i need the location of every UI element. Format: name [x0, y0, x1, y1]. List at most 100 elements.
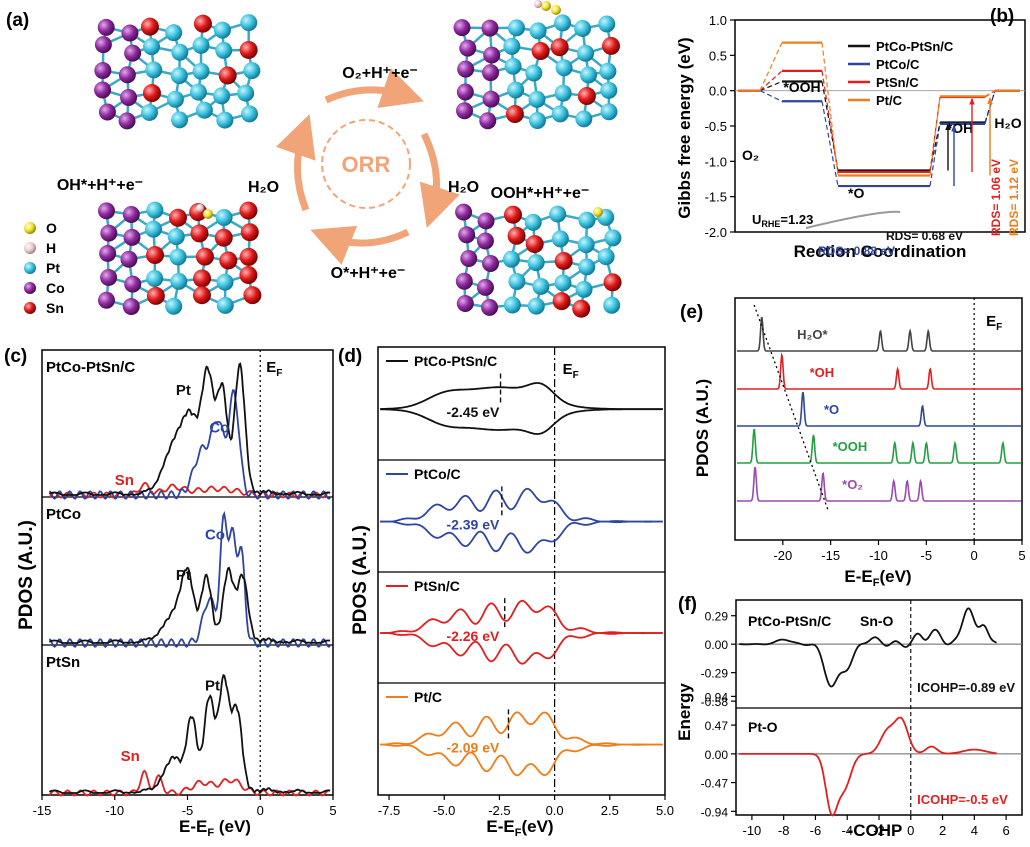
- f-x-tick-label: 2: [939, 823, 946, 838]
- pt-atom: [216, 111, 234, 129]
- sn-atom: [504, 205, 523, 224]
- d-subpanel-title: PtCo/C: [414, 466, 461, 482]
- d-fermi-sub: F: [573, 370, 579, 381]
- panel-c-xlabel: E-EF (eV): [179, 817, 251, 839]
- b-connector: [759, 70, 783, 92]
- co-atom: [481, 19, 499, 37]
- co-legend-label: Co: [46, 280, 65, 296]
- co-atom: [120, 250, 138, 268]
- e-x-tick-label: -20: [773, 548, 792, 563]
- cluster: [97, 201, 262, 316]
- f-ytick-label: 0.00: [705, 748, 729, 762]
- e-x-tick-label: -10: [869, 548, 888, 563]
- sn-atom: [193, 14, 212, 33]
- h-adsorbate: [534, 0, 542, 8]
- b-urhe: URHE=1.23: [752, 212, 813, 229]
- d-subpanel-3: Pt/C -2.09 eV: [380, 689, 663, 777]
- e-series-label: *O: [824, 402, 839, 417]
- panel-b-xlabel: Rection Coordination: [794, 242, 967, 261]
- sn-atom: [603, 273, 622, 292]
- panel-c-label: (c): [4, 346, 27, 367]
- co-atom: [483, 46, 501, 64]
- pt-atom: [169, 248, 187, 266]
- sn-atom: [145, 246, 164, 265]
- b-ytick-label: -1.5: [705, 190, 727, 205]
- d-frame: [377, 346, 666, 796]
- b-series-3: [738, 41, 1020, 177]
- sn-atom: [146, 286, 165, 305]
- e-series-label: *OH: [810, 365, 835, 380]
- pt-legend-dot: [24, 262, 36, 274]
- panel-a-label: (a): [6, 10, 29, 31]
- pt-atom: [578, 258, 596, 276]
- e-series-3: *OOH: [736, 428, 1021, 464]
- c-x-tick-label: -10: [105, 803, 124, 818]
- d-subpanel-2: PtSn/C -2.26 eV: [380, 578, 663, 665]
- sn-atom: [507, 226, 526, 245]
- c-co-curve: [48, 389, 331, 500]
- c-x-tick-label: -15: [33, 803, 52, 818]
- pt-atom: [503, 37, 521, 55]
- pt-atom: [215, 41, 233, 59]
- f-bond-label: Sn-O: [860, 613, 894, 629]
- panel-e-plot: EF H₂O* *OH *O *OOH *O₂ -20 -15 -10 -5 0 5: [734, 297, 1026, 563]
- o-adsorbate: [593, 207, 603, 217]
- co-atom: [100, 224, 118, 242]
- pt-atom: [529, 22, 547, 40]
- pt-atom: [598, 15, 616, 33]
- co-atom: [120, 89, 138, 107]
- d-down-curve: [380, 520, 663, 554]
- panel-c-ylabel: PDOS (A.U.): [16, 520, 37, 630]
- pt-atom: [166, 90, 184, 108]
- f-subpanel-0: 0.29 0.00 -0.29 -0.58 PtCo-PtSn/C Sn-O ICOHP=-…: [701, 607, 1022, 709]
- co-atom: [97, 291, 115, 309]
- pt-atom: [527, 254, 545, 272]
- panel-b-ylabel: Gibbs free energy (eV): [675, 37, 694, 218]
- pt-atom: [597, 248, 615, 266]
- d-subpanel-title: PtCo-PtSn/C: [414, 353, 497, 369]
- b-state-h2o: H₂O: [994, 115, 1021, 131]
- d-subpanel-1: PtCo/C -2.39 eV: [380, 466, 663, 554]
- panel-c: (c) PDOS (A.U.) E-EF (eV) EFPtCo-PtSn/CP…: [4, 346, 337, 839]
- b-urhe-sub: RHE: [761, 219, 780, 229]
- pt-atom: [216, 296, 234, 314]
- pt-atom: [551, 105, 569, 123]
- pt-atom: [604, 229, 622, 247]
- co-atom: [459, 39, 477, 57]
- c-sn-curve: [48, 769, 331, 797]
- pt-atom: [508, 272, 526, 290]
- pt-atom: [143, 38, 161, 56]
- h-legend-label: H: [46, 240, 56, 256]
- f-ytick-label: 0.47: [705, 719, 729, 733]
- pt-atom: [578, 211, 596, 229]
- pt-atom: [528, 90, 546, 108]
- d-x-tick-label: -2.5: [488, 803, 510, 818]
- f-ytick-label: -0.94: [701, 805, 729, 819]
- atomic-structures: [94, 0, 622, 318]
- b-ytick-label: 1.0: [709, 13, 727, 28]
- panel-f-label: (f): [678, 594, 697, 615]
- sn-atom: [239, 247, 258, 266]
- panel-f-ylabel: Energy: [675, 683, 694, 741]
- element-legend: OH Pt Co Sn: [24, 220, 65, 316]
- b-legend-label: PtSn/C: [876, 75, 919, 90]
- sn-atom: [525, 235, 544, 254]
- co-atom: [456, 83, 474, 101]
- co-atom: [94, 62, 112, 80]
- f-x-tick-label: 4: [971, 823, 978, 838]
- c-pt-curve: [48, 362, 331, 497]
- b-ytick-label: 0.0: [709, 84, 727, 99]
- cycle-arrow-left: [275, 114, 316, 212]
- d-up-curve: [380, 487, 663, 523]
- pt-atom: [215, 208, 233, 226]
- e-series-1: *OH: [736, 352, 1021, 390]
- pt-atom: [600, 103, 618, 121]
- d-x-tick-label: 2.5: [601, 803, 619, 818]
- c-fermi-label: EF: [266, 359, 282, 379]
- sn-atom: [550, 38, 569, 57]
- d-center-label: -2.39 eV: [446, 517, 500, 533]
- cluster: [94, 14, 261, 130]
- co-atom: [456, 294, 474, 312]
